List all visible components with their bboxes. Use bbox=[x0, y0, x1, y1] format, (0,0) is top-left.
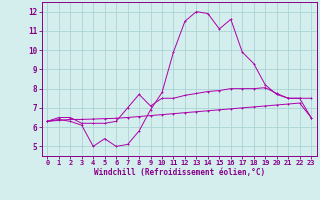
X-axis label: Windchill (Refroidissement éolien,°C): Windchill (Refroidissement éolien,°C) bbox=[94, 168, 265, 177]
